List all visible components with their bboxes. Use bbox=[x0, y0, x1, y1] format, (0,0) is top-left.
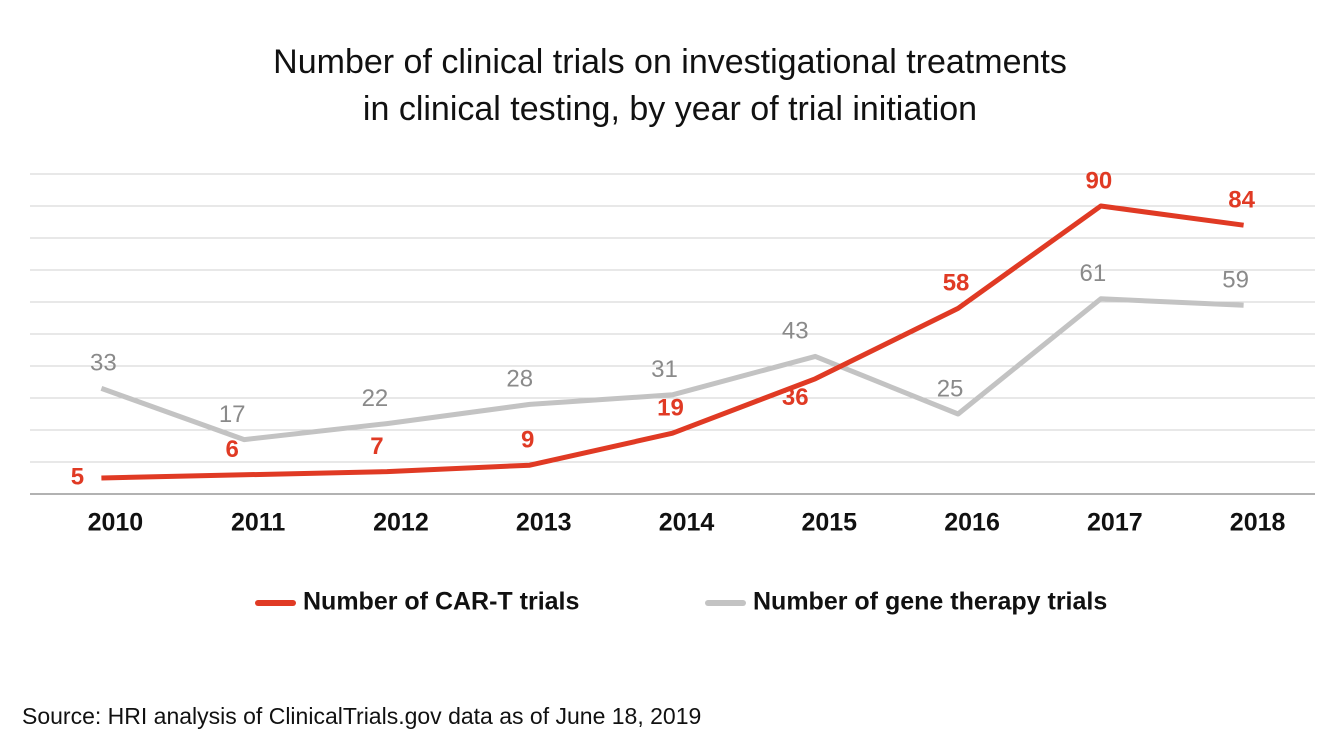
data-label: 28 bbox=[506, 366, 533, 393]
series-line bbox=[101, 203, 1244, 481]
data-label: 19 bbox=[657, 395, 684, 422]
x-tick-label: 2015 bbox=[801, 509, 857, 537]
data-label: 90 bbox=[1085, 167, 1112, 194]
x-tick-label: 2012 bbox=[373, 509, 429, 537]
data-label: 59 bbox=[1222, 267, 1249, 294]
data-label: 9 bbox=[521, 427, 534, 454]
series-line bbox=[100, 296, 1244, 443]
source-note: Source: HRI analysis of ClinicalTrials.g… bbox=[22, 703, 701, 729]
x-tick-label: 2010 bbox=[88, 509, 144, 537]
data-label: 5 bbox=[71, 463, 84, 490]
data-label: 7 bbox=[370, 433, 383, 460]
x-tick-label: 2018 bbox=[1230, 509, 1286, 537]
data-label: 61 bbox=[1079, 260, 1106, 287]
data-label: 6 bbox=[225, 436, 238, 463]
data-label: 33 bbox=[90, 350, 117, 377]
x-tick-label: 2016 bbox=[944, 509, 1000, 537]
chart-title: in clinical testing, by year of trial in… bbox=[363, 90, 977, 128]
data-label: 36 bbox=[782, 384, 809, 411]
legend-label: Number of gene therapy trials bbox=[753, 588, 1107, 616]
x-tick-label: 2014 bbox=[659, 509, 715, 537]
legend-label: Number of CAR-T trials bbox=[303, 588, 579, 616]
data-label: 31 bbox=[651, 356, 678, 383]
data-label: 25 bbox=[937, 375, 964, 402]
x-tick-label: 2013 bbox=[516, 509, 572, 537]
x-tick-label: 2017 bbox=[1087, 509, 1143, 537]
chart-title: Number of clinical trials on investigati… bbox=[273, 43, 1067, 81]
data-label: 84 bbox=[1228, 187, 1255, 214]
x-tick-label: 2011 bbox=[231, 509, 285, 537]
data-label: 58 bbox=[943, 270, 970, 297]
data-label: 17 bbox=[219, 401, 246, 428]
data-label: 22 bbox=[362, 385, 389, 412]
data-label: 43 bbox=[782, 318, 809, 345]
